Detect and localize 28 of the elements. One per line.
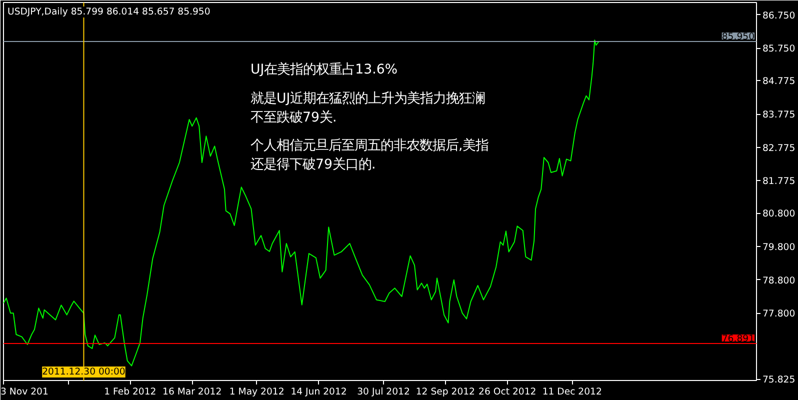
- annotation: 个人相信元旦后至周五的非农数据后,美指还是得下破79关口的.: [250, 138, 489, 172]
- x-tick-label: 1 May 2012: [229, 386, 284, 398]
- y-tick-label: 81.775: [762, 176, 796, 188]
- y-tick-label: 77.800: [762, 308, 796, 320]
- annotation: UJ在美指的权重占13.6%: [250, 62, 398, 78]
- ref-line-label: 85.950: [722, 32, 755, 42]
- ref-line-label: 76.891: [722, 333, 755, 344]
- line-series: [4, 40, 600, 366]
- y-tick-label: 85.750: [762, 44, 796, 55]
- x-tick-label: 1 Feb 2012: [104, 386, 156, 398]
- y-tick-label: 80.800: [762, 208, 796, 220]
- x-tick-label: 12 Sep 2012: [416, 386, 476, 398]
- annotation: 就是UJ近期在猛烈的上升为美指力挽狂澜不至跌破79关.: [250, 90, 486, 126]
- y-tick-label: 86.750: [762, 10, 796, 22]
- x-tick-label: 3 Nov 201: [0, 386, 48, 398]
- x-tick-label: 14 Jun 2012: [290, 386, 347, 398]
- x-tick-label: 26 Oct 2012: [478, 386, 536, 398]
- y-tick-label: 82.775: [762, 142, 796, 154]
- y-tick-label: 75.825: [762, 374, 796, 386]
- y-tick-label: 83.775: [762, 110, 796, 120]
- x-tick-label: 11 Dec 2012: [542, 386, 602, 398]
- x-tick-label: 16 Mar 2012: [162, 386, 222, 398]
- y-tick-label: 78.800: [762, 275, 796, 286]
- y-tick-label: 84.775: [762, 76, 796, 88]
- ref-line-label: 2011.12.30 00:00: [42, 366, 126, 378]
- y-tick-label: 79.800: [762, 242, 796, 253]
- x-tick-label: 30 Jul 2012: [357, 386, 410, 398]
- chart-title: USDJPY,Daily 85.799 86.014 85.657 85.950: [8, 6, 210, 18]
